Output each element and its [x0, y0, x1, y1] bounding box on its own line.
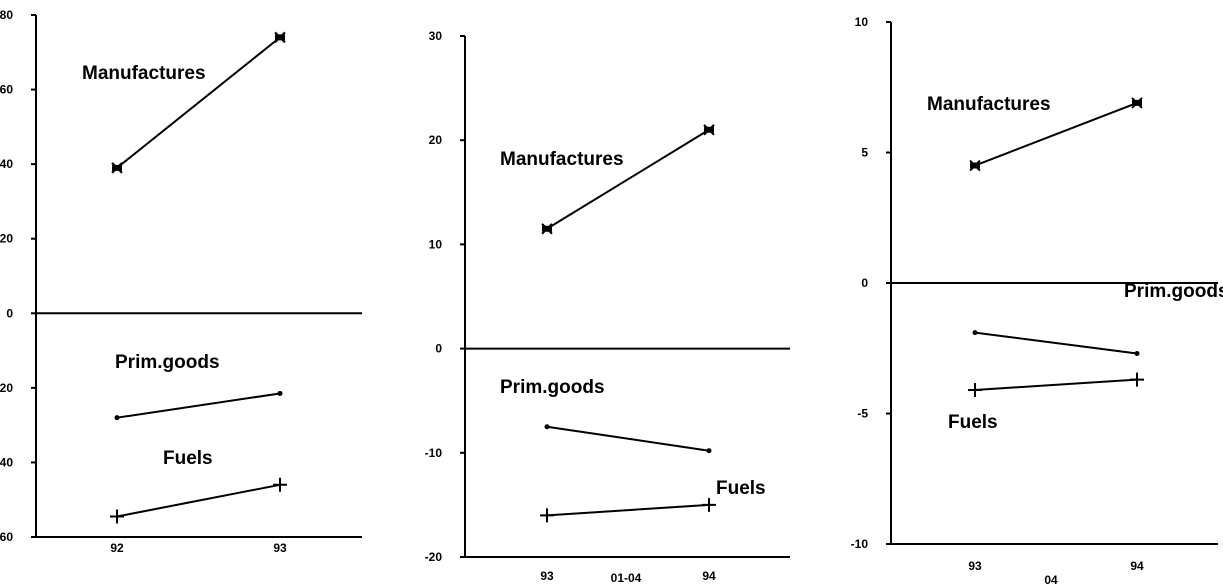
chart3-prim-goods-point-93	[972, 330, 978, 336]
chart2-prim-goods-point-94	[706, 448, 712, 454]
chart1-fuels-label: Fuels	[163, 448, 213, 469]
chart1-ytick-label-40: 40	[0, 157, 13, 171]
chart2-fuels-label: Fuels	[716, 478, 766, 499]
chart1-prim-goods-label: Prim.goods	[115, 352, 220, 373]
chart3-fuels-label: Fuels	[948, 412, 998, 433]
chart2-ytick-label-20: 20	[429, 133, 443, 147]
chart2-fuels-line	[546, 503, 710, 517]
chart3-prim-goods-line	[974, 331, 1138, 355]
chart1-manufactures-label: Manufactures	[82, 63, 206, 84]
chart3-manufactures-line	[974, 101, 1138, 167]
chart1-fuels-point-92	[110, 509, 124, 524]
chart3-manufactures-point-94	[1131, 97, 1143, 109]
chart3-fuels-line	[974, 378, 1138, 392]
chart2-manufactures-label: Manufactures	[500, 149, 624, 170]
chart1-prim-goods-line	[116, 392, 281, 419]
chart3-fuels-point-93	[968, 383, 982, 398]
chart2-manufactures-line	[546, 128, 710, 230]
chart3-ytick-label--10: -10	[851, 537, 869, 551]
chart1-ytick-label-80: 80	[0, 8, 13, 22]
chart2-fuels-point-94	[702, 497, 716, 512]
chart3-manufactures-label: Manufactures	[927, 94, 1051, 115]
chart2-manufactures-point-94	[703, 124, 715, 136]
chart1-ytick-label-20: 20	[0, 232, 13, 246]
chart2-manufactures-point-93	[541, 223, 553, 235]
chart2-prim-goods-line	[546, 425, 710, 452]
chart1-ytick-label--60: -60	[0, 530, 13, 544]
chart3-ytick-label-10: 10	[855, 15, 869, 29]
chart1-xtick-label-93: 93	[273, 541, 287, 555]
chart1-prim-goods-point-92	[114, 415, 120, 421]
chart1-manufactures-line	[116, 36, 281, 169]
chart1-manufactures-point-93	[274, 31, 286, 44]
chart1-fuels-line	[116, 483, 281, 518]
chart1-manufactures-point-92	[111, 162, 123, 174]
chart3-xtick-label-94: 94	[1130, 559, 1144, 573]
chart2-ytick-label--20: -20	[425, 550, 443, 564]
chart3-ytick-label-0: 0	[861, 276, 868, 290]
chart3-xtick-label-93: 93	[968, 559, 982, 573]
chart2-ytick-label-10: 10	[429, 237, 443, 251]
chart2-ytick-label--10: -10	[425, 446, 443, 460]
chart1-ytick-label--40: -40	[0, 455, 13, 469]
chart2-xtick-label-94: 94	[702, 569, 716, 583]
chart2-ytick-label-0: 0	[435, 342, 442, 356]
chart3-ytick-label-5: 5	[861, 146, 868, 160]
chart2-prim-goods-point-93	[544, 424, 550, 430]
chart2-x-sublabel: 01-04	[611, 571, 642, 585]
chart1-prim-goods-point-93	[277, 390, 283, 396]
chart1-ytick-label-60: 60	[0, 83, 13, 97]
chart1-ytick-label--20: -20	[0, 381, 13, 395]
chart1-ytick-label-0: 0	[6, 306, 13, 320]
chart3-x-sublabel: 04	[1044, 573, 1058, 587]
chart3-manufactures-point-93	[969, 159, 981, 172]
chart3-prim-goods-point-94	[1134, 350, 1140, 356]
chart3-fuels-point-94	[1130, 372, 1144, 387]
chart3-ytick-label--5: -5	[857, 407, 868, 421]
chart1-fuels-point-93	[273, 477, 287, 492]
chart1-xtick-label-92: 92	[110, 541, 124, 555]
chart2-fuels-point-93	[540, 508, 554, 523]
chart2-prim-goods-label: Prim.goods	[500, 377, 605, 398]
chart3-prim-goods-label: Prim.goods	[1124, 281, 1223, 302]
chart2-ytick-label-30: 30	[429, 29, 443, 43]
chart2-xtick-label-93: 93	[540, 569, 554, 583]
